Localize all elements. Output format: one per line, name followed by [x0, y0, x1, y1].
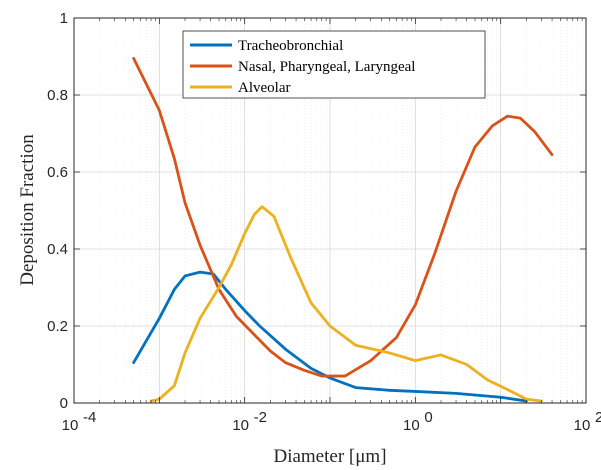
legend-label-nasal: Nasal, Pharyngeal, Laryngeal: [238, 59, 415, 75]
series-line-alveolar: [149, 205, 543, 403]
series-lines: [132, 57, 554, 403]
y-tick-label: 0.2: [47, 318, 68, 335]
legend-label-tracheobronchial: Tracheobronchial: [238, 38, 343, 54]
legend-box: [182, 30, 486, 99]
y-tick-label: 0.6: [47, 164, 68, 181]
x-tick-label: 10: [232, 417, 249, 434]
y-tick-label: 0: [60, 395, 68, 412]
series-line-tracheobronchial: [132, 270, 528, 403]
legend: Tracheobronchial Nasal, Pharyngeal, Lary…: [182, 30, 486, 99]
x-tick-exponent: 2: [595, 409, 601, 426]
y-tick-label: 0.8: [47, 87, 68, 104]
x-tick-label: 10: [574, 417, 591, 434]
x-tick-label: 10: [62, 417, 79, 434]
y-tick-label: 0.4: [47, 241, 68, 258]
grid: [73, 17, 587, 404]
x-tick-label: 10: [403, 417, 420, 434]
axis-ticks: [73, 17, 587, 404]
x-tick-exponent: -2: [254, 409, 267, 426]
y-tick-label: 1: [60, 10, 68, 27]
x-tick-exponent: -4: [83, 409, 96, 426]
series-line-nasal-pharyngeal-laryngeal: [132, 57, 554, 378]
legend-label-alveolar: Alveolar: [238, 80, 290, 96]
x-axis-title: Diameter [μm]: [273, 446, 386, 467]
tick-labels: 10 -4 10 -2 10 0 10 200.20.40.60.81: [47, 10, 601, 434]
x-tick-exponent: 0: [424, 409, 432, 426]
y-axis-title: Deposition Fraction: [17, 134, 38, 286]
